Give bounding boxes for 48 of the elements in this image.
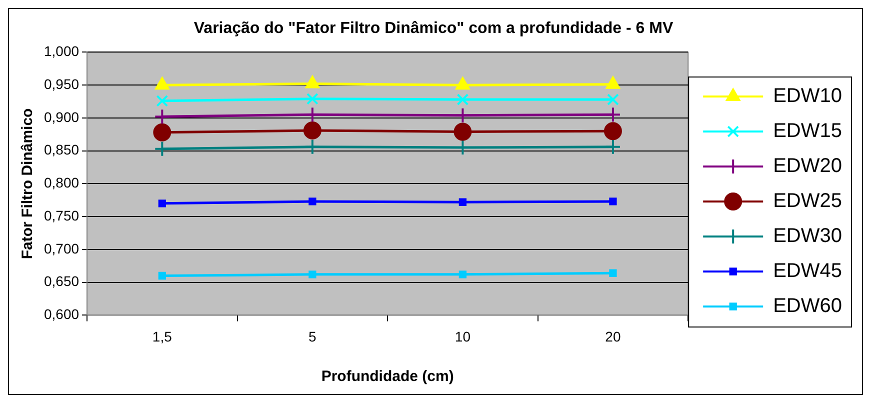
x-axis-title: Profundidade (cm)	[321, 368, 454, 386]
point	[607, 94, 619, 106]
point	[604, 106, 621, 123]
y-tick-label: 1,000	[44, 43, 80, 60]
y-tick-label: 0,650	[44, 273, 80, 290]
point	[304, 138, 320, 155]
legend-label: EDW30	[773, 225, 842, 248]
legend-label: EDW60	[773, 295, 842, 318]
y-tick-label: 0,800	[44, 174, 80, 191]
legend-label: EDW45	[773, 260, 842, 282]
point	[308, 198, 316, 206]
y-tick-label: 0,900	[44, 108, 80, 125]
x-tick-label: 1,5	[152, 328, 172, 344]
point	[158, 272, 166, 280]
point	[456, 77, 470, 90]
point	[156, 94, 168, 107]
point	[609, 198, 617, 206]
chart-title: Variação do "Fator Filtro Dinâmico" com a profundidade - 6 MV	[194, 20, 674, 38]
y-tick-label: 0,850	[44, 142, 80, 158]
point	[158, 200, 166, 208]
point	[308, 270, 316, 278]
point	[458, 198, 467, 206]
point	[456, 94, 469, 106]
point	[609, 269, 617, 277]
point	[154, 108, 170, 125]
point	[604, 138, 621, 155]
point	[155, 77, 170, 90]
point	[454, 122, 472, 141]
y-tick-label: 0,600	[44, 306, 80, 322]
x-tick-label: 10	[454, 328, 471, 344]
legend-label: EDW10	[773, 85, 842, 108]
point	[458, 270, 467, 278]
legend-label: EDW25	[773, 190, 842, 212]
legend-label: EDW20	[773, 155, 842, 178]
point	[604, 122, 622, 140]
point	[305, 76, 320, 88]
x-tick-label: 5	[308, 328, 317, 344]
legend-label: EDW15	[773, 120, 842, 142]
y-tick-label: 0,750	[44, 207, 80, 224]
point	[153, 123, 172, 142]
point	[306, 92, 318, 105]
y-tick-label: 0,950	[44, 76, 80, 92]
x-tick-label: 20	[605, 328, 621, 344]
point	[303, 121, 322, 140]
point	[606, 76, 620, 89]
y-tick-label: 0,700	[44, 240, 80, 256]
point	[454, 107, 471, 124]
y-axis-title: Fator Filtro Dinâmico	[19, 108, 36, 260]
